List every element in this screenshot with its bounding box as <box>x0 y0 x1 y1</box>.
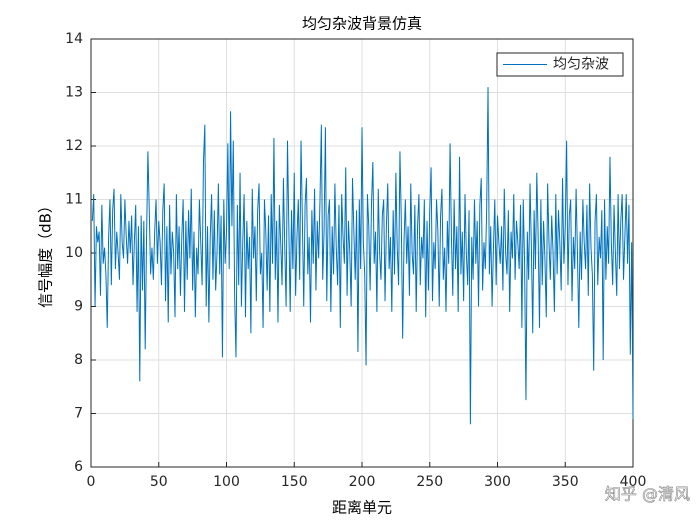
x-tick-label: 100 <box>213 474 240 490</box>
watermark: 知乎 @清风 <box>605 485 690 504</box>
x-axis-label: 距离单元 <box>332 499 392 517</box>
x-tick-label: 200 <box>349 474 376 490</box>
y-tick-label: 9 <box>74 299 83 315</box>
x-tick-label: 350 <box>552 474 579 490</box>
x-tick-label: 150 <box>281 474 308 490</box>
y-tick-label: 7 <box>74 406 83 422</box>
legend-label: 均匀杂波 <box>553 57 609 73</box>
y-tick-label: 8 <box>74 352 83 368</box>
y-tick-label: 10 <box>65 245 83 261</box>
y-tick-label: 12 <box>65 138 83 154</box>
y-axis-label: 信号幅度（dB） <box>37 198 55 308</box>
axes-box <box>90 38 634 468</box>
data-line <box>91 87 634 425</box>
legend-box <box>496 52 624 77</box>
y-tick-label: 6 <box>74 459 83 475</box>
x-tick-label: 0 <box>87 474 96 490</box>
chart-title: 均匀杂波背景仿真 <box>302 15 422 33</box>
x-tick-label: 300 <box>484 474 511 490</box>
y-tick-label: 11 <box>65 192 83 208</box>
y-tick-label: 14 <box>65 31 83 47</box>
x-tick-label: 50 <box>150 474 168 490</box>
y-tick-label: 13 <box>65 85 83 101</box>
x-tick-label: 250 <box>416 474 443 490</box>
x-tick-label: 400 <box>620 474 647 490</box>
